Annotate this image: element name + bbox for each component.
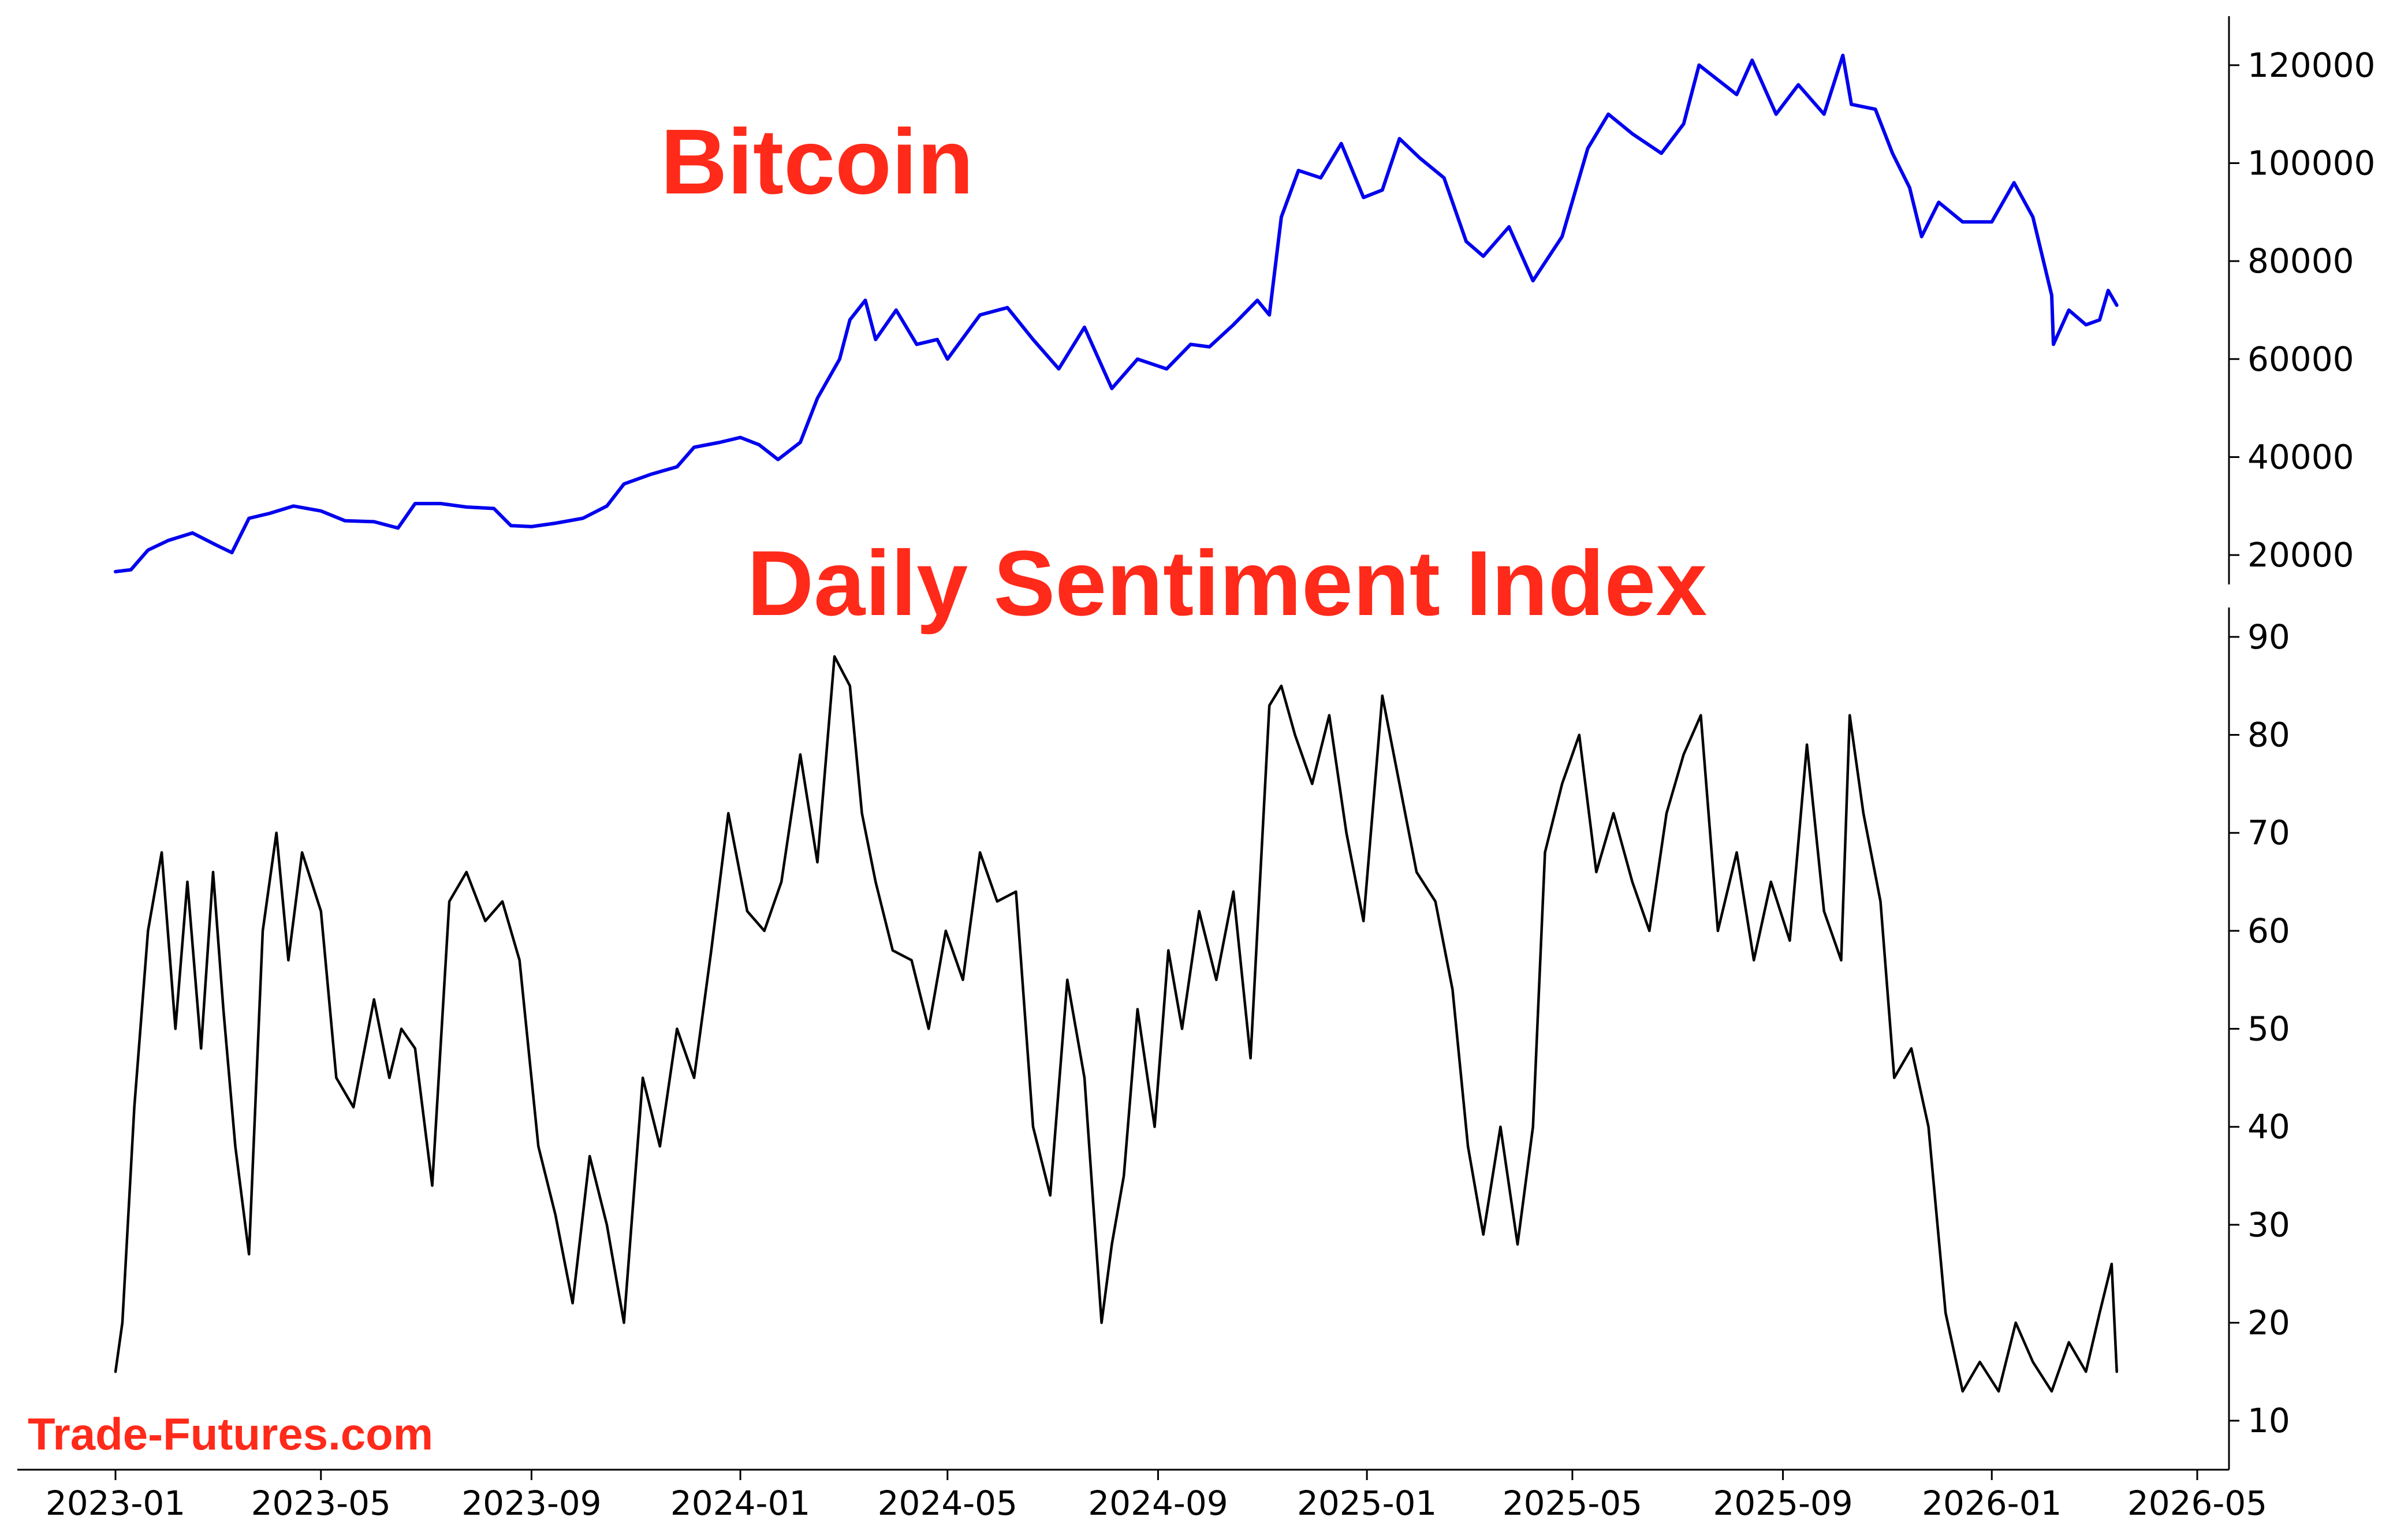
sentiment-y-tick-label: 10 bbox=[2247, 1401, 2290, 1440]
bitcoin-panel: Bitcoin 20000 40000 60000 80000 100000 120000 bbox=[114, 16, 2375, 584]
sentiment-y-tick-label: 20 bbox=[2247, 1303, 2290, 1343]
bitcoin-y-tick-label: 20000 bbox=[2247, 535, 2354, 575]
x-tick-label: 2025-05 bbox=[1503, 1484, 1642, 1523]
x-tick-label: 2026-01 bbox=[1922, 1484, 2062, 1523]
x-tick-label: 2024-05 bbox=[878, 1484, 1017, 1523]
x-tick-label: 2024-01 bbox=[670, 1484, 810, 1523]
bitcoin-y-tick-label: 60000 bbox=[2247, 340, 2354, 379]
bitcoin-y-tick-label: 120000 bbox=[2247, 46, 2375, 85]
bitcoin-y-tick-label: 100000 bbox=[2247, 143, 2375, 182]
sentiment-y-tick-label: 30 bbox=[2247, 1205, 2290, 1244]
sentiment-y-tick-label: 70 bbox=[2247, 813, 2290, 852]
sentiment-y-tick-label: 60 bbox=[2247, 911, 2290, 951]
bitcoin-y-tick-label: 80000 bbox=[2247, 241, 2354, 281]
sentiment-y-tick-label: 50 bbox=[2247, 1009, 2290, 1049]
bitcoin-series-line bbox=[114, 53, 2119, 573]
sentiment-series-line bbox=[114, 655, 2118, 1393]
bitcoin-y-tick-label: 40000 bbox=[2247, 437, 2354, 476]
x-tick-label: 2026-05 bbox=[2127, 1484, 2267, 1523]
x-tick-label: 2023-01 bbox=[46, 1484, 185, 1523]
sentiment-y-tick-label: 80 bbox=[2247, 716, 2290, 755]
sentiment-y-tick-label: 90 bbox=[2247, 617, 2290, 657]
x-axis: 2023-01 2023-05 2023-09 2024-01 2024-05 2024-… bbox=[17, 1469, 2267, 1523]
bitcoin-title: Bitcoin bbox=[661, 110, 974, 213]
x-tick-label: 2025-09 bbox=[1713, 1484, 1852, 1523]
sentiment-title: Daily Sentiment Index bbox=[747, 531, 1708, 635]
sentiment-panel: Daily Sentiment Index 10 20 30 40 50 60 70 80 90 bbox=[114, 531, 2290, 1470]
watermark-text: Trade-Futures.com bbox=[28, 1408, 433, 1459]
x-tick-label: 2023-05 bbox=[251, 1484, 391, 1523]
x-tick-label: 2025-01 bbox=[1297, 1484, 1437, 1523]
x-tick-label: 2023-09 bbox=[461, 1484, 601, 1523]
sentiment-y-tick-label: 40 bbox=[2247, 1107, 2290, 1146]
x-tick-label: 2024-09 bbox=[1088, 1484, 1228, 1523]
